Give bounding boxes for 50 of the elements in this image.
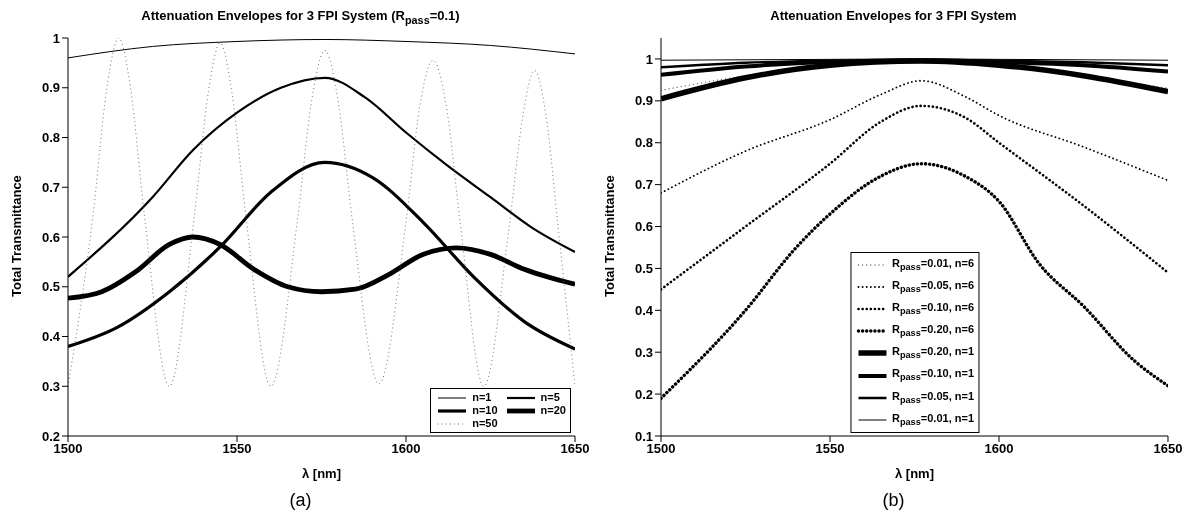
legend-label: R$_{pass}$=0.01, n=1 — [891, 410, 975, 429]
line-series — [68, 38, 575, 387]
y-tick-label: 0.1 — [634, 428, 653, 444]
legend-label: R$_{pass}$=0.01, n=6 — [891, 255, 975, 274]
y-tick-label: 0.3 — [41, 378, 60, 394]
legend-label: n=1 — [472, 391, 492, 404]
y-tick-label: 0.8 — [634, 135, 653, 151]
x-tick-label: 1550 — [815, 441, 845, 457]
x-tick-label: 1600 — [391, 441, 421, 457]
y-tick-label: 0.2 — [634, 386, 653, 402]
y-axis-title: Total Transmittance — [601, 175, 617, 297]
x-tick-label: 1500 — [646, 441, 676, 457]
legend-label: n=5 — [540, 391, 560, 404]
chart-title: Attenuation Envelopes for 3 FPI System (R$_{pass}$=0.1) — [140, 8, 461, 28]
legend-label: R$_{pass}$=0.05, n=1 — [891, 388, 975, 407]
y-tick-label: 0.9 — [634, 93, 653, 109]
y-tick-label: 0.6 — [634, 219, 653, 235]
x-axis-title: λ [nm] — [302, 466, 341, 481]
legend-label: R$_{pass}$=0.05, n=6 — [891, 277, 975, 296]
line-series — [661, 79, 1168, 194]
x-tick-label: 1600 — [984, 441, 1014, 457]
text: (b) — [881, 490, 906, 511]
y-tick-label: 0.6 — [41, 229, 60, 245]
y-tick-label: 0.2 — [41, 428, 60, 444]
legend-label: R$_{pass}$=0.20, n=6 — [891, 322, 975, 341]
x-tick-label: 1550 — [222, 441, 252, 457]
y-tick-label: 0.3 — [634, 344, 653, 360]
x-tick-label: 1500 — [53, 441, 83, 457]
y-axis-title: Total Transmittance — [8, 175, 24, 297]
y-tick-label: 0.5 — [41, 279, 60, 295]
legend-label: R$_{pass}$=0.10, n=6 — [891, 299, 975, 319]
legend-label: n=10 — [472, 404, 498, 417]
y-tick-label: 0.9 — [41, 80, 60, 96]
y-tick-label: 0.7 — [634, 177, 653, 193]
y-tick-label: 0.8 — [41, 130, 60, 146]
text: (a) — [288, 490, 313, 511]
y-tick-label: 0.5 — [634, 261, 653, 277]
x-tick-label: 1650 — [560, 441, 590, 457]
chart-title: Attenuation Envelopes for 3 FPI System — [769, 8, 1018, 25]
x-tick-label: 1650 — [1153, 441, 1183, 457]
legend-label: R$_{pass}$=0.20, n=1 — [891, 344, 975, 363]
legend-label: n=20 — [540, 404, 566, 417]
legend-label: R$_{pass}$=0.10, n=1 — [891, 366, 975, 385]
y-tick-label: 0.4 — [41, 329, 61, 345]
x-axis-title: λ [nm] — [895, 466, 934, 481]
legend-label: n=50 — [472, 417, 498, 430]
y-tick-label: 1 — [52, 30, 60, 46]
y-tick-label: 1 — [645, 51, 653, 67]
y-tick-label: 0.4 — [634, 302, 654, 318]
y-tick-label: 0.7 — [41, 179, 60, 195]
